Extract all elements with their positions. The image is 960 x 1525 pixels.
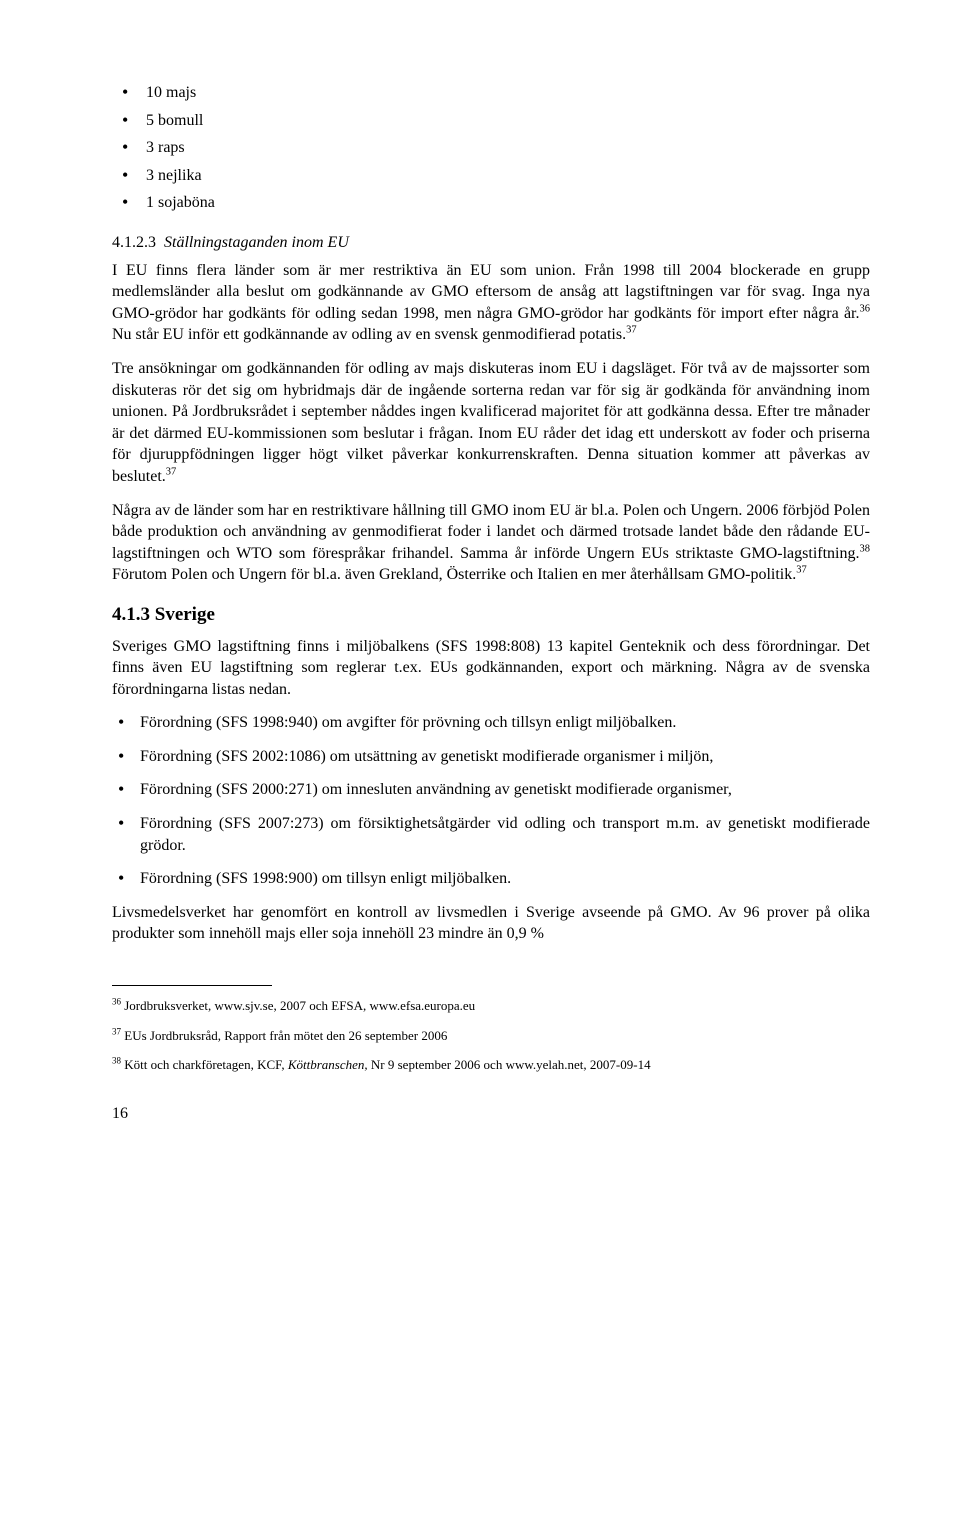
list-item: Förordning (SFS 2007:273) om försiktighe… — [112, 813, 870, 856]
body-text: Tre ansökningar om godkännanden för odli… — [112, 360, 870, 485]
heading-number: 4.1.2.3 — [112, 234, 156, 251]
body-text: Nu står EU inför ett godkännande av odli… — [112, 326, 626, 343]
footnote-number: 37 — [112, 1026, 121, 1036]
list-item: 10 majs — [112, 82, 870, 104]
list-item: Förordning (SFS 2002:1086) om utsättning… — [112, 746, 870, 768]
footnote-text: EUs Jordbruksråd, Rapport från mötet den… — [121, 1028, 447, 1043]
paragraph: I EU finns flera länder som är mer restr… — [112, 260, 870, 346]
paragraph: Tre ansökningar om godkännanden för odli… — [112, 358, 870, 488]
subsection-heading-4123: 4.1.2.3 Ställningstaganden inom EU — [112, 232, 870, 254]
footnote-text: Kött och charkföretagen, KCF, — [121, 1057, 288, 1072]
footnote-ref: 37 — [796, 565, 807, 576]
footnotes-separator — [112, 985, 272, 986]
body-text: I EU finns flera länder som är mer restr… — [112, 262, 870, 322]
footnote-ref: 37 — [166, 467, 177, 478]
footnote-text: Nr 9 september 2006 och www.yelah.net, 2… — [368, 1057, 651, 1072]
footnote-ref: 36 — [860, 303, 871, 314]
section-heading-413: 4.1.3 Sverige — [112, 602, 870, 628]
body-text: Förutom Polen och Ungern för bl.a. även … — [112, 566, 796, 583]
footnote-ref: 38 — [860, 543, 871, 554]
footnotes-block: 36 Jordbruksverket, www.sjv.se, 2007 och… — [112, 996, 870, 1075]
footnote: 36 Jordbruksverket, www.sjv.se, 2007 och… — [112, 996, 870, 1016]
regulations-list: Förordning (SFS 1998:940) om avgifter fö… — [112, 712, 870, 890]
body-text: Några av de länder som har en restriktiv… — [112, 502, 870, 562]
heading-text: Ställningstaganden inom EU — [164, 234, 349, 251]
footnote-italic: Köttbranschen, — [288, 1057, 368, 1072]
footnote: 38 Kött och charkföretagen, KCF, Köttbra… — [112, 1055, 870, 1075]
list-item: Förordning (SFS 1998:900) om tillsyn enl… — [112, 868, 870, 890]
footnote: 37 EUs Jordbruksråd, Rapport från mötet … — [112, 1026, 870, 1046]
crop-list: 10 majs 5 bomull 3 raps 3 nejlika 1 soja… — [112, 82, 870, 214]
list-item: 5 bomull — [112, 110, 870, 132]
footnote-number: 36 — [112, 997, 121, 1007]
paragraph: Livsmedelsverket har genomfört en kontro… — [112, 902, 870, 945]
paragraph: Sveriges GMO lagstiftning finns i miljöb… — [112, 636, 870, 701]
footnote-ref: 37 — [626, 325, 637, 336]
paragraph: Några av de länder som har en restriktiv… — [112, 500, 870, 586]
page-number: 16 — [112, 1103, 870, 1125]
list-item: 3 nejlika — [112, 165, 870, 187]
list-item: Förordning (SFS 1998:940) om avgifter fö… — [112, 712, 870, 734]
list-item: Förordning (SFS 2000:271) om innesluten … — [112, 779, 870, 801]
list-item: 3 raps — [112, 137, 870, 159]
footnote-number: 38 — [112, 1056, 121, 1066]
footnote-text: Jordbruksverket, www.sjv.se, 2007 och EF… — [121, 998, 475, 1013]
list-item: 1 sojaböna — [112, 192, 870, 214]
